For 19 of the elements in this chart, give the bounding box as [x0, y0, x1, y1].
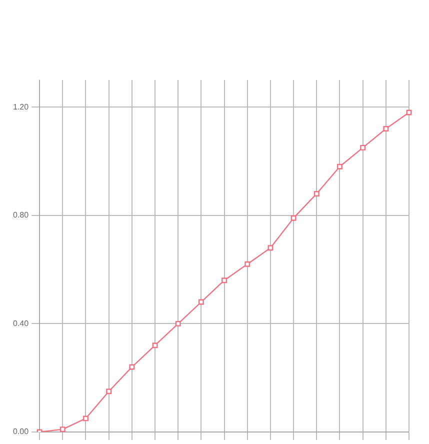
point: [244, 261, 250, 267]
point: [337, 164, 342, 170]
y-tick-label: 0.40: [12, 318, 30, 328]
point: [83, 416, 88, 422]
point: [222, 278, 228, 284]
point: [290, 215, 296, 221]
point: [152, 342, 158, 348]
point: [383, 126, 389, 132]
point: [129, 364, 135, 370]
point: [314, 191, 320, 196]
point: [106, 388, 112, 394]
point: [360, 144, 366, 150]
point: [268, 245, 274, 251]
y-tick-label: 1.20: [12, 102, 30, 112]
point: [60, 426, 66, 432]
point: [175, 320, 181, 326]
point: [198, 299, 204, 305]
y-tick-label: 0.80: [12, 210, 30, 220]
y-tick-label: 0.00: [12, 427, 30, 436]
